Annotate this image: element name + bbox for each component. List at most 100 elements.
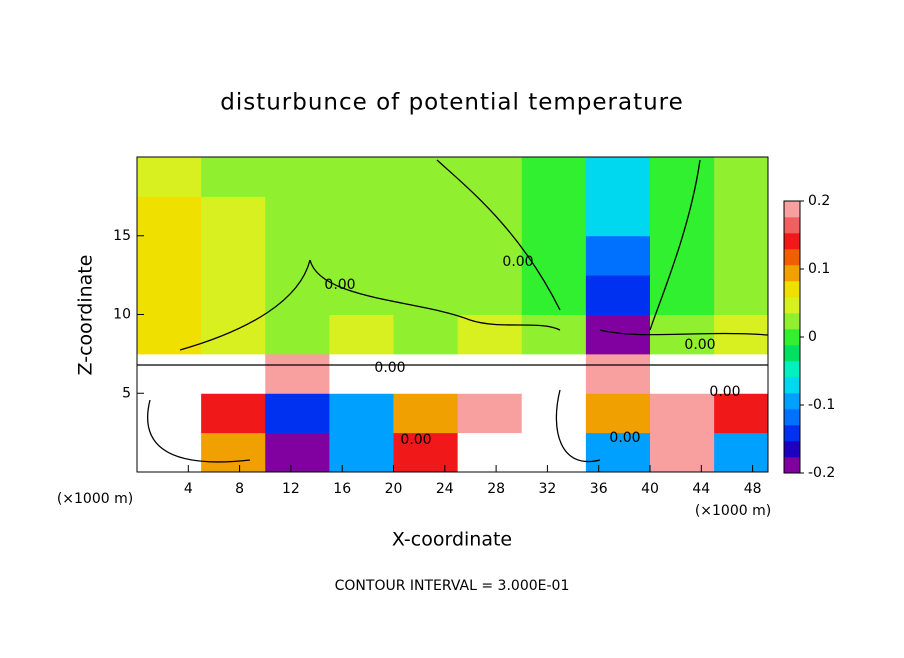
heat-cell (329, 393, 395, 434)
heat-cell (265, 157, 330, 197)
heat-cell (137, 235, 202, 276)
heat-cell (650, 432, 715, 472)
x-tick-label: 36 (590, 481, 608, 497)
heat-cell (585, 157, 651, 197)
heat-cell (521, 235, 587, 276)
contour-label: 0.00 (709, 384, 740, 400)
heat-cell (265, 393, 330, 434)
heat-cell (521, 393, 587, 434)
heat-cell (329, 157, 395, 197)
colorbar-swatch (784, 265, 800, 282)
heat-cell (521, 196, 587, 237)
heat-cell (137, 157, 202, 197)
heat-cell (201, 432, 266, 472)
y-tick-label: 10 (113, 307, 131, 323)
colorbar-swatch (784, 329, 800, 346)
colorbar-swatch (784, 457, 800, 474)
heat-cell (521, 353, 587, 394)
x-tick-label: 4 (184, 481, 193, 497)
colorbar-swatch (784, 441, 800, 458)
colorbar-swatch (784, 201, 800, 218)
heat-cell (265, 235, 330, 276)
heat-cell (457, 393, 523, 434)
heat-cell (650, 235, 715, 276)
x-unit: (×1000 m) (57, 491, 133, 507)
x-tick-label: 12 (282, 481, 300, 497)
heat-cell (650, 196, 715, 237)
heat-cell (714, 275, 768, 315)
heat-cell (521, 432, 587, 472)
contour-label: 0.00 (609, 430, 640, 446)
colorbar-swatch (784, 249, 800, 266)
colorbar-swatch (784, 297, 800, 314)
heat-cell (650, 157, 715, 197)
heat-cell (457, 275, 523, 315)
heat-cell (201, 275, 266, 315)
colorbar-tick-label: 0.1 (808, 261, 830, 277)
colorbar-tick-label: -0.2 (808, 465, 835, 481)
heat-cell (585, 275, 651, 315)
heat-cell (137, 393, 202, 434)
heat-cell (201, 157, 266, 197)
colorbar-swatch (784, 409, 800, 426)
colorbar-tick-label: -0.1 (808, 397, 835, 413)
colorbar-swatch (784, 233, 800, 250)
heat-cell (329, 196, 395, 237)
colorbar: -0.2 -0.1 0 0.1 0.2 (783, 193, 835, 481)
heat-cell (650, 353, 715, 394)
x-axis-label: X-coordinate (392, 529, 512, 551)
heat-cell (393, 196, 459, 237)
heat-cell (201, 393, 266, 434)
heat-cell (585, 393, 651, 434)
heat-cell (714, 196, 768, 237)
y-axis-label: Z-coordinate (75, 255, 97, 376)
contour-label: 0.00 (684, 337, 715, 353)
heat-cell (201, 235, 266, 276)
heat-cell (393, 235, 459, 276)
heat-cell (137, 314, 202, 355)
heat-cell (393, 275, 459, 315)
x-tick-label: 20 (385, 481, 403, 497)
heat-cell (201, 353, 266, 394)
heat-cell (393, 353, 459, 394)
colorbar-swatch (784, 281, 800, 298)
y-tick-label: 5 (122, 385, 131, 401)
colorbar-swatch (784, 361, 800, 378)
heat-cell (329, 432, 395, 472)
heat-cell (393, 314, 459, 355)
heat-cell (585, 235, 651, 276)
x-unit: (×1000 m) (695, 503, 771, 519)
heat-cell (393, 393, 459, 434)
heat-cell (714, 432, 768, 472)
heat-cell (265, 314, 330, 355)
x-tick-label: 24 (436, 481, 454, 497)
colorbar-swatch (784, 377, 800, 394)
contour-label: 0.00 (374, 360, 405, 376)
heat-cell (329, 235, 395, 276)
contour-lines (137, 159, 768, 463)
heat-cell (521, 314, 587, 355)
y-tick-label: 15 (113, 228, 131, 244)
heat-cell (714, 393, 768, 434)
contour-label: 0.00 (400, 432, 431, 448)
heat-cell (457, 314, 523, 355)
heat-cell (650, 275, 715, 315)
chart-title: disturbunce of potential temperature (220, 90, 684, 116)
heat-cell (137, 275, 202, 315)
heat-cell (521, 157, 587, 197)
colorbar-swatch (784, 217, 800, 234)
x-tick-label: 48 (744, 481, 762, 497)
heat-cell (201, 196, 266, 237)
colorbar-swatch (784, 393, 800, 410)
colorbar-swatch (784, 313, 800, 330)
x-tick-label: 44 (692, 481, 710, 497)
colorbar-tick-label: 0.2 (808, 193, 830, 209)
heat-cell (585, 353, 651, 394)
x-tick-label: 8 (235, 481, 244, 497)
heat-cell (265, 196, 330, 237)
heat-cell (585, 432, 651, 472)
heat-cell (650, 393, 715, 434)
heat-cell (457, 235, 523, 276)
heat-cell (265, 275, 330, 315)
